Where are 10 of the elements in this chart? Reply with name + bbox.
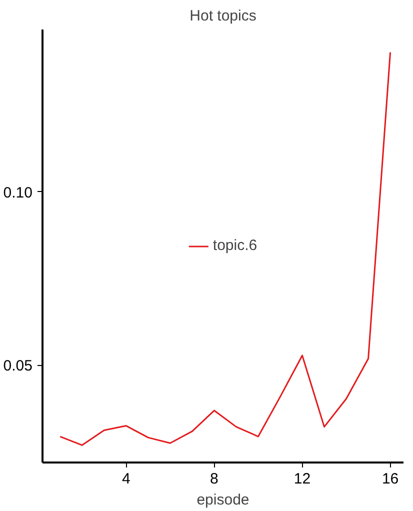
- y-tick-label: 0.05: [3, 358, 33, 375]
- y-tick-label: 0.10: [3, 184, 33, 202]
- x-tick-label: 12: [294, 470, 311, 488]
- chart-title: Hot topics: [190, 8, 256, 24]
- x-tick-label: 16: [382, 470, 399, 488]
- legend-label: topic.6: [212, 237, 258, 254]
- x-axis-title: episode: [196, 492, 250, 508]
- x-tick-label: 4: [122, 470, 130, 488]
- x-tick-label: 8: [210, 470, 218, 488]
- line-series: [59, 52, 392, 446]
